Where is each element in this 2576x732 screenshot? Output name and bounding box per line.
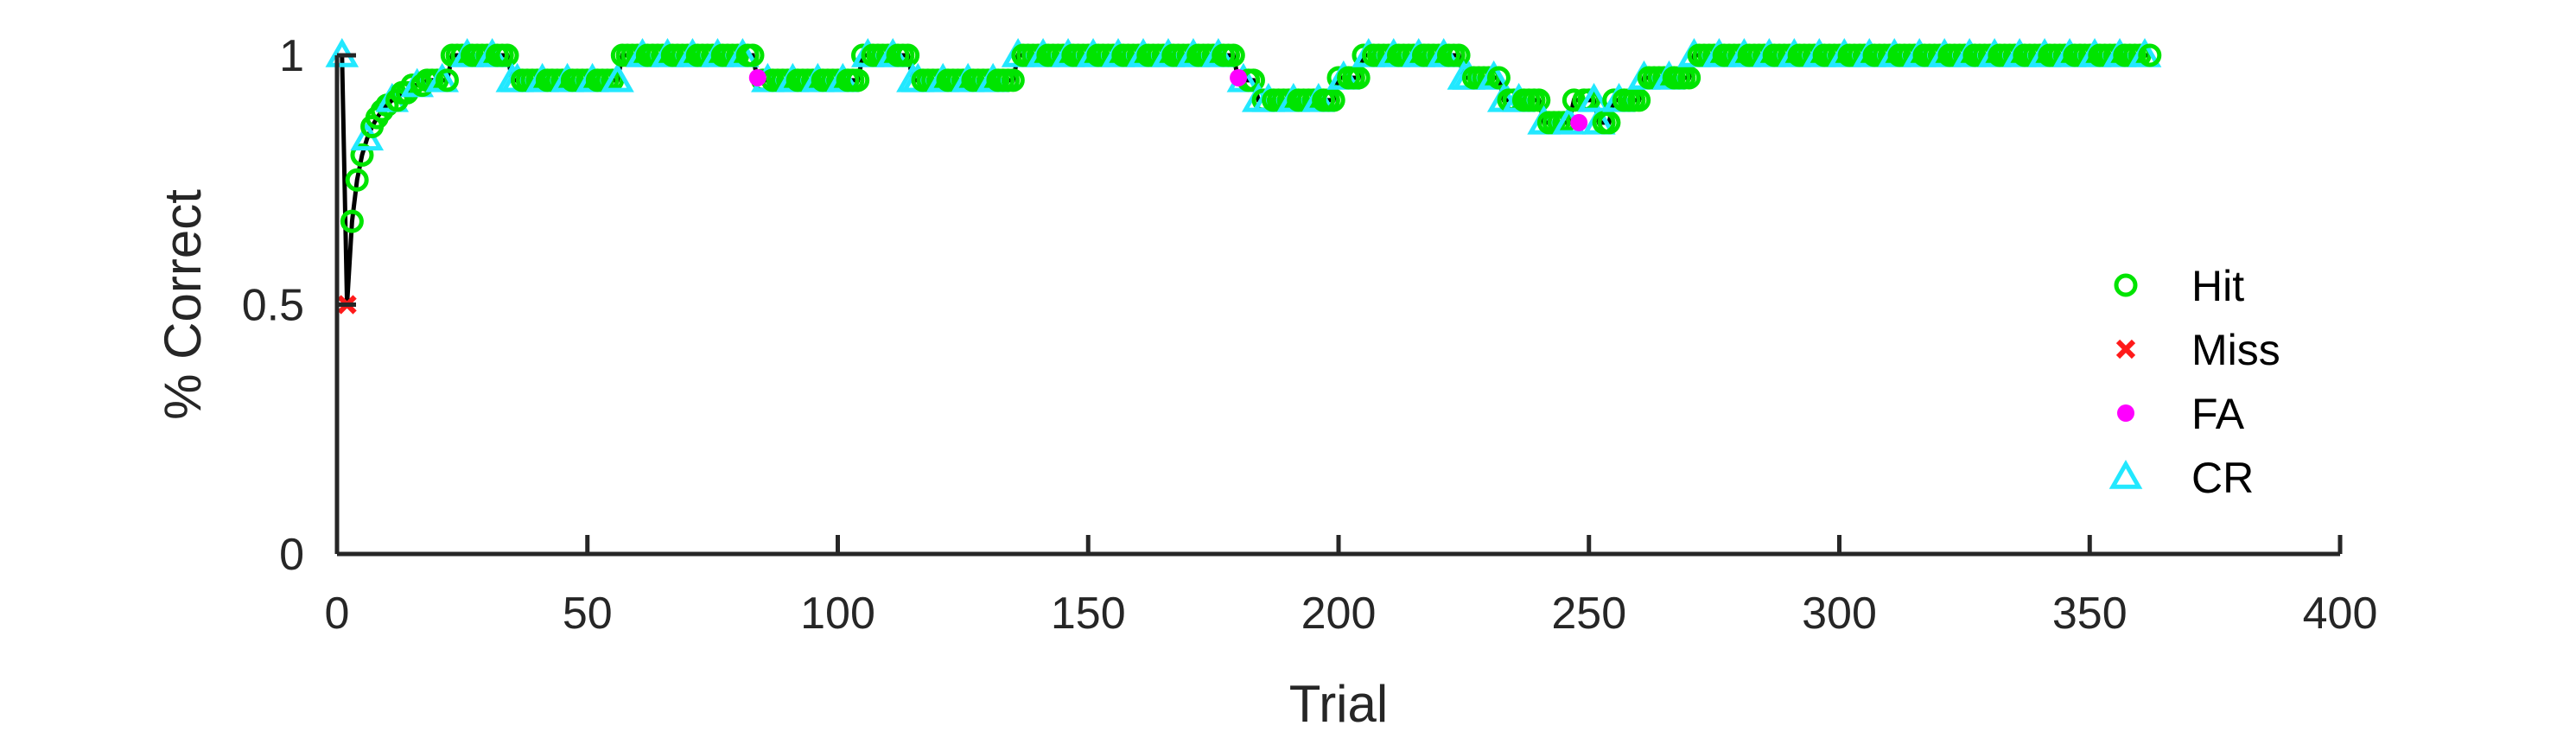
fa-marker xyxy=(1230,68,1248,86)
fa-marker xyxy=(748,68,766,86)
x-tick-label: 400 xyxy=(2303,589,2378,639)
x-tick-label: 200 xyxy=(1301,589,1377,639)
hit-marker xyxy=(435,68,459,92)
legend-label: Hit xyxy=(2191,262,2244,310)
hit-marker xyxy=(1597,111,1621,135)
marker-layer xyxy=(325,37,2162,315)
hit-marker xyxy=(1321,88,1345,112)
x-tick-label: 250 xyxy=(1551,589,1626,639)
hit-marker xyxy=(2138,43,2162,67)
legend-label: FA xyxy=(2191,390,2245,438)
hit-marker xyxy=(1486,66,1511,90)
y-tick-label: 1 xyxy=(279,31,304,81)
cr-marker xyxy=(1577,82,1611,112)
hit-marker xyxy=(1447,43,1471,67)
y-ticks: 00.51 xyxy=(242,31,356,580)
legend-label: CR xyxy=(2191,454,2254,502)
hit-marker xyxy=(1346,66,1371,90)
legend-item-hit: Hit xyxy=(2114,262,2244,310)
hit-marker xyxy=(1221,43,1245,67)
hit-marker xyxy=(495,43,519,67)
cr-marker xyxy=(601,62,634,92)
x-tick-label: 300 xyxy=(1802,589,1877,639)
legend-item-miss: Miss xyxy=(2115,326,2280,374)
hit-marker xyxy=(896,43,920,67)
legend-fa-marker xyxy=(2117,404,2134,422)
x-tick-label: 100 xyxy=(800,589,875,639)
hit-marker xyxy=(1677,66,1701,90)
legend-item-cr: CR xyxy=(2109,454,2254,502)
x-tick-label: 350 xyxy=(2052,589,2128,639)
x-tick-label: 150 xyxy=(1051,589,1126,639)
legend: Hit Miss FA CR xyxy=(2109,262,2280,502)
legend-item-fa: FA xyxy=(2117,390,2245,438)
trace-line-layer xyxy=(340,53,2150,305)
y-tick-label: 0.5 xyxy=(242,281,304,331)
hit-marker xyxy=(741,43,765,67)
hit-marker xyxy=(340,209,364,233)
hit-marker xyxy=(345,168,369,192)
legend-label: Miss xyxy=(2191,326,2280,374)
axes xyxy=(334,55,2340,557)
hit-marker xyxy=(350,143,374,167)
hit-marker xyxy=(846,68,870,92)
x-tick-label: 0 xyxy=(325,589,350,639)
hit-marker xyxy=(1627,88,1651,112)
x-ticks: 0 50 100 150 200 250 300 350 400 xyxy=(325,535,2378,639)
legend-hit-marker xyxy=(2114,273,2138,297)
hit-marker xyxy=(1527,88,1551,112)
fa-marker xyxy=(1570,113,1588,131)
y-axis-title: % Correct xyxy=(154,189,212,420)
x-tick-label: 50 xyxy=(563,589,613,639)
legend-miss-marker xyxy=(2115,339,2136,360)
hit-marker xyxy=(1562,88,1586,112)
hit-marker xyxy=(1001,68,1025,92)
legend-cr-marker xyxy=(2109,459,2143,489)
x-axis-title: Trial xyxy=(1289,675,1388,732)
y-tick-label: 0 xyxy=(279,530,304,580)
performance-trace-line xyxy=(340,53,2150,305)
